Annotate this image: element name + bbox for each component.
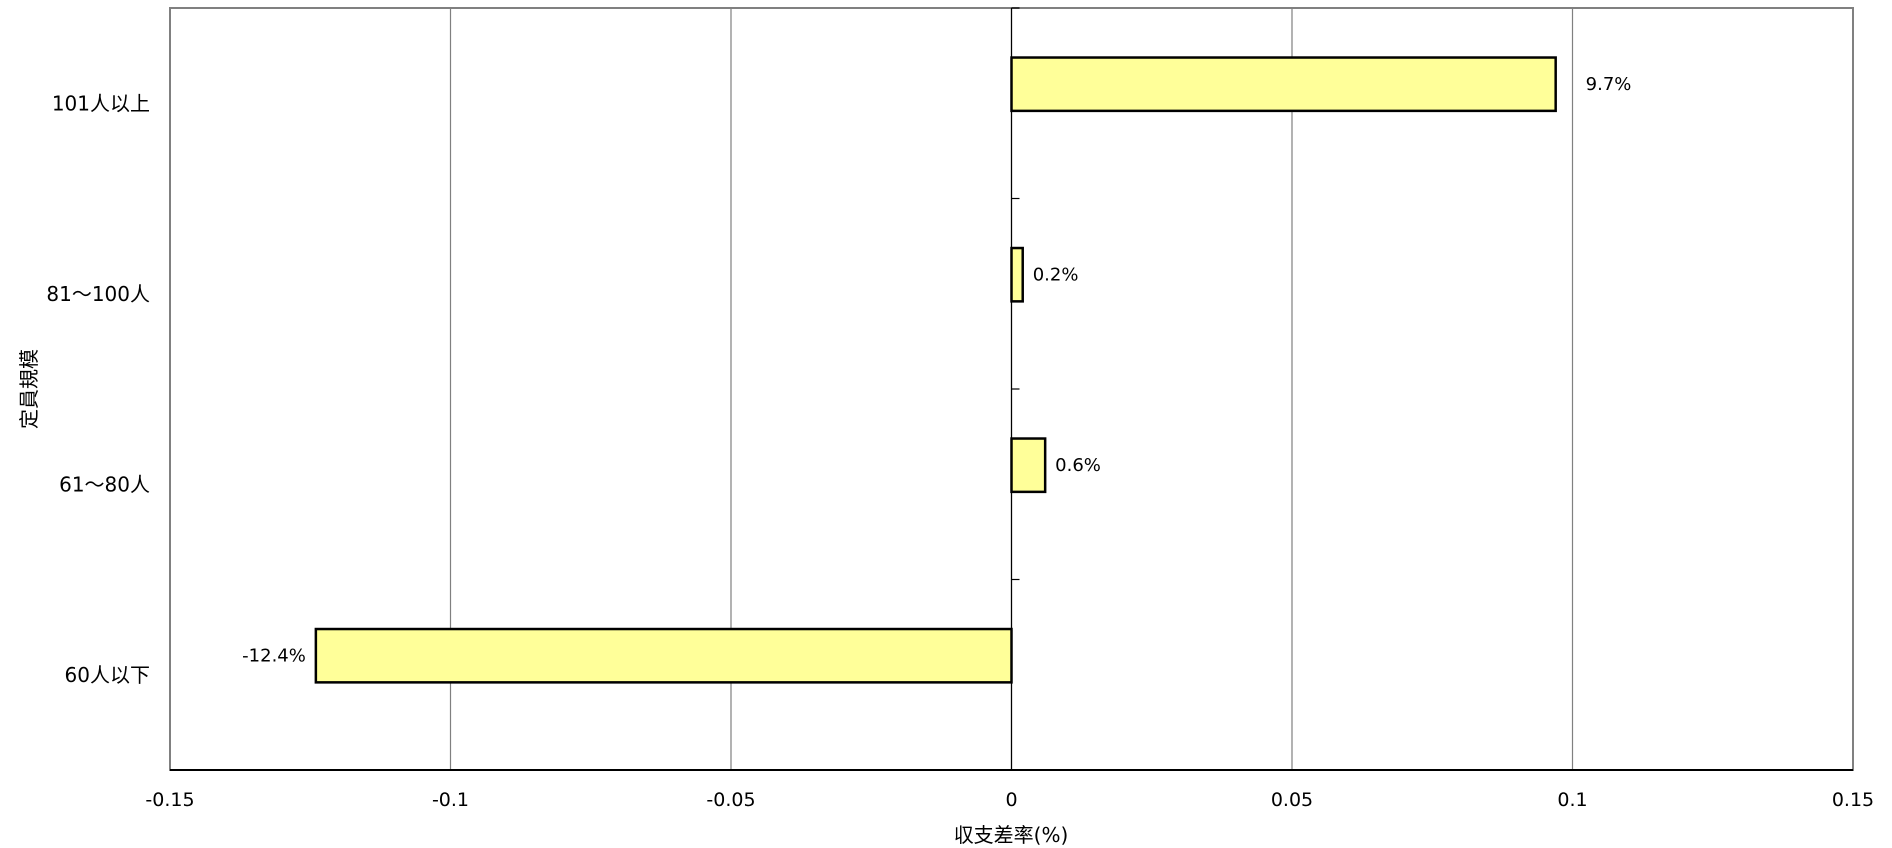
category-label: 81～100人 — [46, 282, 150, 306]
category-labels: 101人以上 81～100人 61～80人 60人以下 — [46, 91, 150, 687]
x-tick-label: 0.15 — [1832, 789, 1874, 811]
bars — [314, 56, 1557, 684]
bar — [1010, 56, 1557, 113]
bar — [1010, 246, 1024, 303]
category-label: 61～80人 — [59, 472, 150, 496]
bar — [1010, 437, 1047, 494]
x-tick-label: 0.1 — [1557, 789, 1587, 811]
data-label: 9.7% — [1586, 74, 1632, 95]
x-tick-label: 0.05 — [1271, 789, 1313, 811]
data-label: 0.6% — [1055, 455, 1101, 476]
x-tick-label: -0.05 — [706, 789, 755, 811]
category-label: 60人以下 — [65, 663, 150, 687]
data-labels: 9.7% 0.2% 0.6% -12.4% — [242, 74, 1631, 667]
data-label: 0.2% — [1033, 265, 1079, 286]
y-axis-title: 定員規模 — [17, 349, 41, 429]
x-axis-title: 収支差率(%) — [954, 823, 1069, 847]
x-tick-label: 0 — [1005, 789, 1017, 811]
bar — [314, 627, 1013, 684]
x-tick-label: -0.15 — [145, 789, 194, 811]
data-label: -12.4% — [242, 646, 306, 667]
category-label: 101人以上 — [52, 91, 150, 115]
x-tick-label: -0.1 — [432, 789, 469, 811]
x-tick-labels: -0.15 -0.1 -0.05 0 0.05 0.1 0.15 — [145, 789, 1874, 811]
